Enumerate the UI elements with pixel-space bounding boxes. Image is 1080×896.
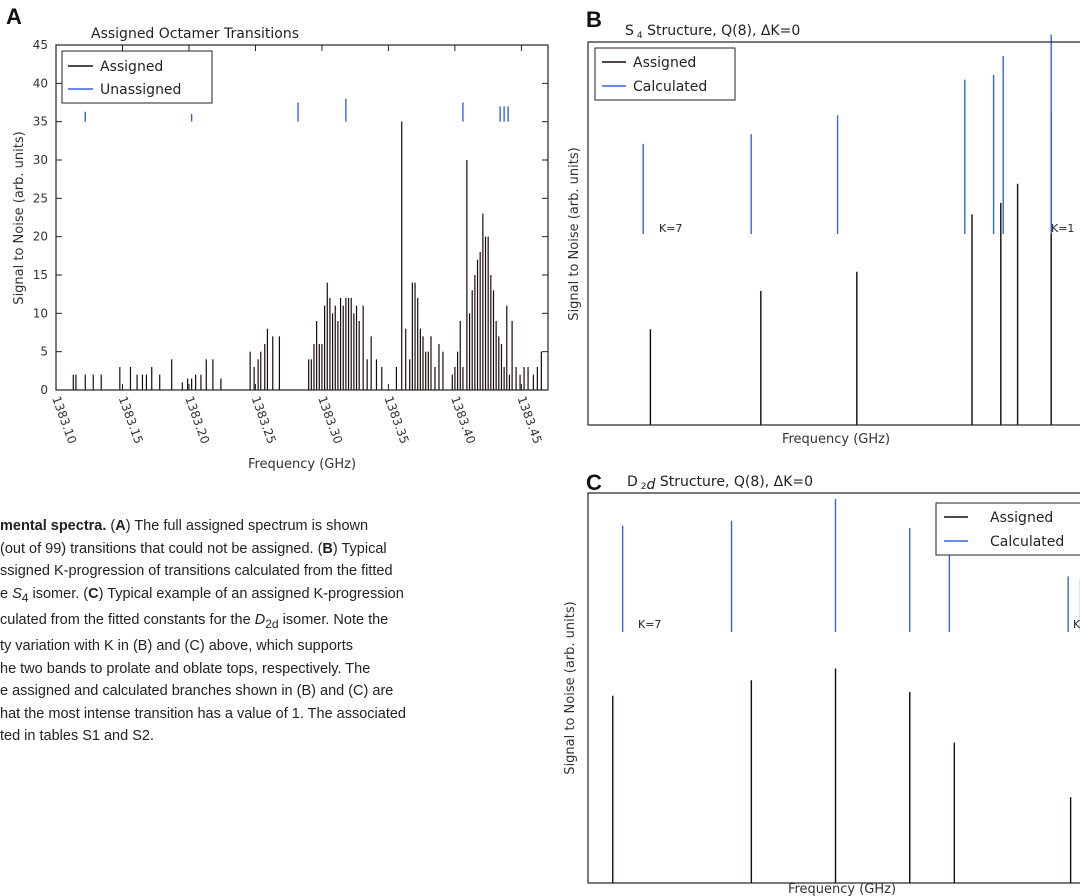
caption-line: (out of 99) transitions that could not b… xyxy=(0,540,387,557)
panel-a-bars xyxy=(72,98,542,390)
panel-b-letter: B xyxy=(586,7,602,32)
y-tick-label: 35 xyxy=(33,115,48,129)
panel-a-title: Assigned Octamer Transitions xyxy=(91,26,299,42)
legend-unassigned-label: Unassigned xyxy=(100,82,181,98)
legend-calculated-label: Calculated xyxy=(633,79,707,95)
panel-b-xlabel: Frequency (GHz) xyxy=(782,432,890,447)
caption-line: ted in tables S1 and S2. xyxy=(0,728,154,745)
y-tick-label: 30 xyxy=(33,153,48,167)
y-tick-label: 25 xyxy=(33,191,48,205)
k-label-first: K=7 xyxy=(659,222,682,235)
panel-c-letter: C xyxy=(586,470,602,495)
panel-a-ylabel: Signal to Noise (arb. units) xyxy=(12,131,27,304)
figure-caption: mental spectra. (A) The full assigned sp… xyxy=(0,515,565,748)
panel-a-legend-box xyxy=(61,50,213,104)
caption-line: ssigned K-progression of transitions cal… xyxy=(0,563,393,579)
k-label-last: K=1 xyxy=(1051,222,1074,235)
panel-a-plot-frame xyxy=(55,44,549,391)
x-tick-label: 1383.40 xyxy=(448,394,478,445)
x-tick-label: 1383.20 xyxy=(182,394,212,445)
panel-b-ylabel: Signal to Noise (arb. units) xyxy=(567,147,582,320)
panel-b-plot-frame xyxy=(587,41,1080,426)
x-tick-label: 1383.10 xyxy=(49,394,79,445)
y-tick-label: 10 xyxy=(33,306,48,320)
y-tick-label: 45 xyxy=(33,38,48,52)
legend-assigned-label: Assigned xyxy=(633,55,696,71)
panel-a-letter: A xyxy=(6,4,22,29)
x-tick-label: 1383.25 xyxy=(249,394,279,445)
legend-assigned-label: Assigned xyxy=(990,510,1053,526)
k-label-first: K=7 xyxy=(638,618,661,631)
panel-c-xlabel: Frequency (GHz) xyxy=(788,882,896,896)
caption-line: culated from the fitted constants for th… xyxy=(0,611,389,631)
y-tick-label: 5 xyxy=(40,345,48,359)
panel-c-ylabel: Signal to Noise (arb. units) xyxy=(563,601,578,774)
caption-line: he two bands to prolate and oblate tops,… xyxy=(0,660,371,677)
panel-c-bars xyxy=(612,499,1080,883)
panel-c-plot-frame xyxy=(587,492,1080,884)
y-tick-label: 15 xyxy=(33,268,48,282)
panel-b-legend: Assigned Calculated xyxy=(594,47,736,101)
caption-line: mental spectra. (A) The full assigned sp… xyxy=(0,518,369,534)
x-tick-label: 1383.45 xyxy=(515,394,545,445)
panel-a-legend: Assigned Unassigned xyxy=(61,50,213,104)
caption-line: e assigned and calculated branches shown… xyxy=(0,683,394,700)
x-tick-label: 1383.35 xyxy=(382,394,412,445)
panel-c-title: D 2d Structure, Q(8), ΔK=0 xyxy=(627,474,813,493)
caption-heading: mental spectra. xyxy=(0,518,107,534)
panel-b-legend-box xyxy=(594,47,736,101)
caption-line: hat the most intense transition has a va… xyxy=(0,705,406,722)
y-tick-label: 0 xyxy=(40,383,48,397)
y-tick-label: 20 xyxy=(33,230,48,244)
panel-c-chart: C D 2d Structure, Q(8), ΔK=0 Assigned Cal… xyxy=(563,470,1080,896)
x-tick-label: 1383.30 xyxy=(315,394,345,445)
y-tick-label: 40 xyxy=(33,76,48,90)
legend-calculated-label: Calculated xyxy=(990,534,1064,550)
panel-b-bars xyxy=(642,34,1052,425)
caption-line: ty variation with K in (B) and (C) above… xyxy=(0,638,353,655)
x-tick-label: 1383.15 xyxy=(116,394,146,445)
caption-line: e S4 isomer. (C) Typical example of an a… xyxy=(0,585,404,605)
panel-a-xlabel: Frequency (GHz) xyxy=(248,457,356,472)
panel-c-legend-box xyxy=(935,502,1080,556)
panel-a-chart: A Assigned Octamer Transitions 0 5 10 15 20 2… xyxy=(6,4,549,472)
k-label-last: K= xyxy=(1073,618,1080,631)
panel-c-legend: Assigned Calculated xyxy=(935,502,1080,556)
legend-assigned-label: Assigned xyxy=(100,59,163,75)
